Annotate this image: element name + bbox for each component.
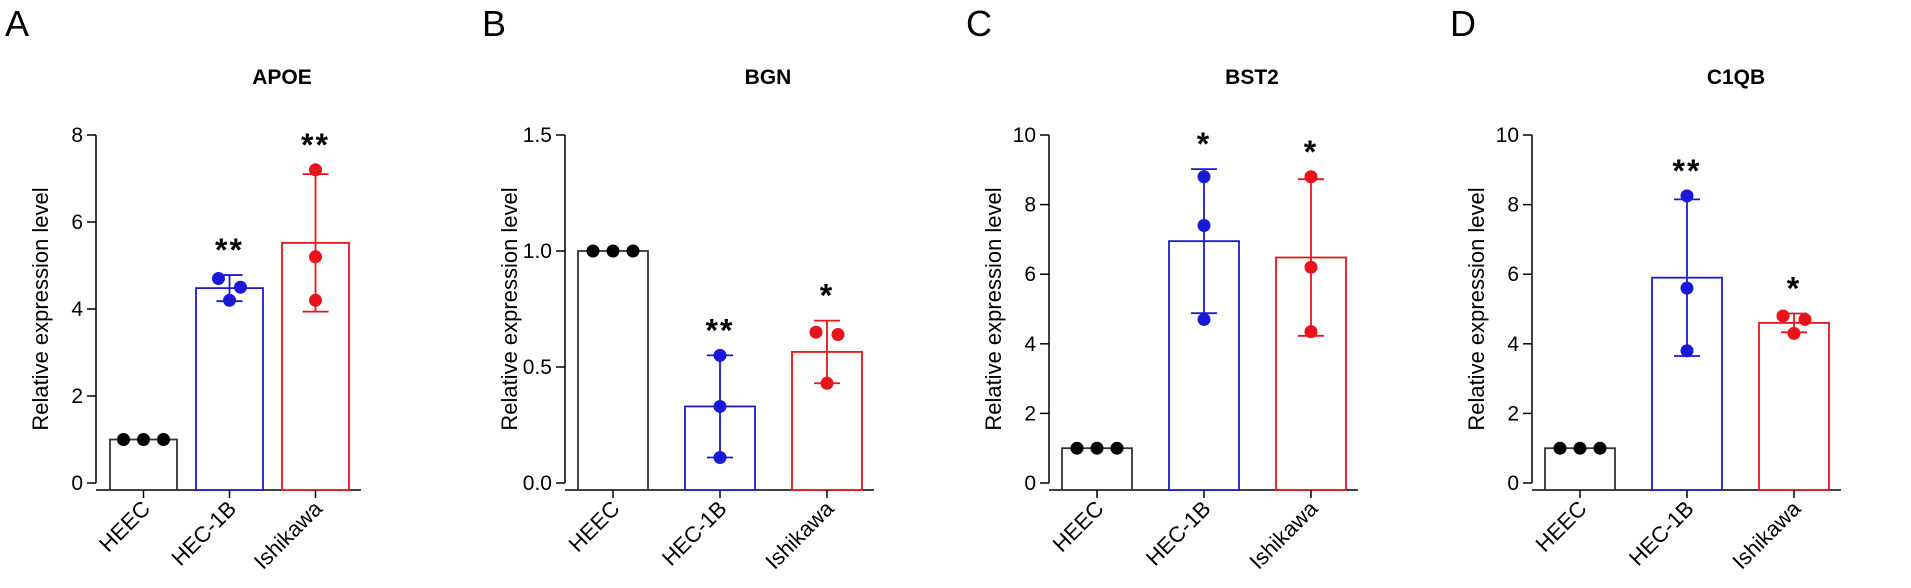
data-point — [157, 433, 170, 446]
data-point — [1776, 309, 1790, 323]
y-tick-label: 10 — [1496, 124, 1519, 147]
data-point — [309, 293, 322, 307]
x-tick-label: HEEC — [94, 496, 155, 557]
data-point — [223, 293, 236, 307]
x-tick-label: HEEC — [564, 496, 625, 557]
x-tick-label: HEC-1B — [657, 496, 732, 571]
data-point — [1110, 441, 1124, 455]
panel-D: D C1QB Relative expression level 0 2 4 6 8 10 HEE… — [1450, 3, 1841, 574]
data-point — [831, 328, 845, 342]
panel-letter: A — [5, 3, 29, 44]
data-point — [1197, 170, 1211, 184]
x-tick-label: HEC-1B — [166, 496, 241, 571]
panel-C: C BST2 Relative expression level 0 2 4 6 8 10 HEE… — [966, 3, 1358, 574]
data-point — [212, 272, 225, 286]
data-point — [1680, 189, 1694, 203]
significance-marker: ** — [301, 127, 330, 163]
chart-title: BST2 — [1225, 66, 1279, 89]
y-tick-label: 6 — [71, 211, 83, 234]
panel-B: B BGN Relative expression level 0.0 0.5 1.0 1.… — [482, 3, 874, 574]
y-tick-label: 0 — [1507, 472, 1519, 495]
chart-title: BGN — [745, 66, 792, 89]
data-point — [117, 433, 130, 446]
data-point — [820, 376, 834, 390]
data-point — [713, 450, 727, 464]
x-tick-label: Ishikawa — [1244, 495, 1323, 574]
y-tick-label: 8 — [1507, 194, 1519, 217]
x-tick-label: Ishikawa — [249, 495, 328, 574]
y-tick-label: 8 — [71, 124, 83, 147]
y-axis-label: Relative expression level — [1464, 187, 1489, 430]
data-point — [1798, 312, 1812, 326]
y-tick-label: 1.0 — [523, 240, 552, 263]
y-tick-label: 2 — [1507, 402, 1519, 425]
significance-marker: * — [1304, 134, 1318, 170]
y-tick-label: 2 — [71, 385, 83, 408]
data-point — [713, 348, 727, 362]
data-point — [1090, 441, 1104, 455]
significance-marker: * — [820, 278, 834, 314]
bar-heec — [577, 250, 649, 491]
x-tick-label: Ishikawa — [1727, 495, 1806, 574]
chart-title: C1QB — [1707, 66, 1765, 89]
data-point — [1304, 170, 1318, 184]
chart-title: APOE — [252, 66, 312, 89]
data-point — [713, 399, 727, 413]
y-tick-label: 2 — [1024, 402, 1036, 425]
data-point — [586, 244, 600, 258]
data-point — [809, 325, 823, 339]
significance-marker: ** — [1673, 153, 1702, 189]
y-axis-label: Relative expression level — [497, 187, 522, 430]
y-tick-label: 0 — [71, 472, 83, 495]
y-tick-label: 4 — [1024, 333, 1036, 356]
x-tick-label: HEEC — [1048, 496, 1109, 557]
bar-heec — [1544, 447, 1616, 491]
y-tick-label: 0.5 — [523, 356, 552, 379]
y-tick-label: 8 — [1024, 194, 1036, 217]
data-point — [1304, 260, 1318, 274]
data-point — [309, 250, 322, 264]
panel-letter: C — [966, 3, 992, 44]
x-tick-label: HEEC — [1531, 496, 1592, 557]
bar-ishikawa — [1758, 322, 1830, 491]
x-tick-label: HEC-1B — [1141, 496, 1216, 571]
data-point — [1197, 218, 1211, 232]
significance-marker: ** — [706, 312, 735, 348]
x-tick-label: HEC-1B — [1624, 496, 1699, 571]
bar-hec-1b — [195, 287, 264, 491]
bar-heec — [109, 438, 178, 491]
data-point — [1197, 312, 1211, 326]
y-axis-label: Relative expression level — [28, 187, 53, 430]
data-point — [1680, 281, 1694, 295]
data-point — [137, 433, 150, 446]
y-tick-label: 1.5 — [523, 124, 552, 147]
data-point — [1304, 325, 1318, 339]
data-point — [626, 244, 640, 258]
y-tick-label: 0 — [1024, 472, 1036, 495]
y-tick-label: 4 — [71, 298, 83, 321]
data-point — [1787, 326, 1801, 340]
data-point — [1573, 441, 1587, 455]
panel-letter: D — [1450, 3, 1476, 44]
significance-marker: * — [1197, 126, 1211, 162]
data-point — [1680, 344, 1694, 358]
data-point — [234, 280, 247, 294]
y-tick-label: 6 — [1024, 263, 1036, 286]
y-tick-label: 4 — [1507, 333, 1519, 356]
y-tick-label: 0.0 — [523, 472, 552, 495]
data-point — [1070, 441, 1084, 455]
data-point — [1553, 441, 1567, 455]
data-point — [309, 163, 322, 177]
panel-letter: B — [482, 3, 506, 44]
data-point — [606, 244, 620, 258]
panel-A: A APOE Relative expression level 0 2 4 6 8 HEEC H… — [5, 3, 361, 574]
y-tick-label: 10 — [1013, 124, 1036, 147]
significance-marker: * — [1787, 271, 1801, 307]
data-point — [1593, 441, 1607, 455]
y-tick-label: 6 — [1507, 263, 1519, 286]
x-tick-label: Ishikawa — [760, 495, 839, 574]
y-axis-label: Relative expression level — [981, 187, 1006, 430]
significance-marker: ** — [215, 232, 244, 268]
